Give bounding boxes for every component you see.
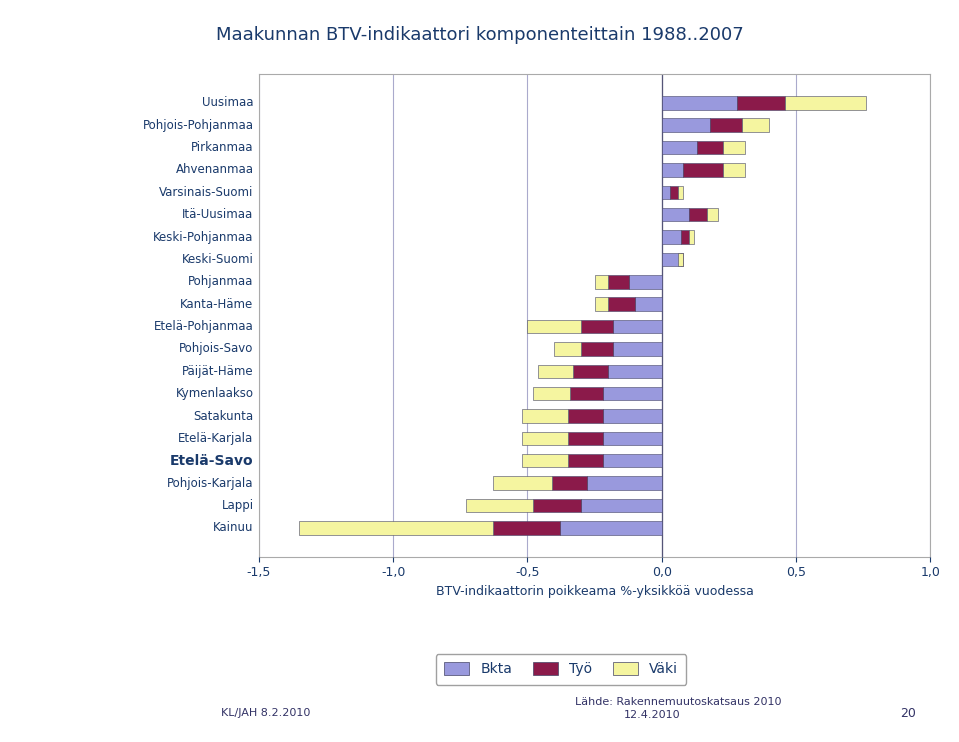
Bar (785, 96, 866, 110)
Text: Etelä-Savo: Etelä-Savo (170, 454, 253, 467)
Text: Pohjois-Karjala: Pohjois-Karjala (167, 476, 253, 490)
Bar (595, 275, 608, 289)
Bar (560, 521, 662, 534)
Bar (669, 186, 678, 199)
Bar (683, 163, 723, 177)
Bar (629, 275, 662, 289)
Text: Kymenlaakso: Kymenlaakso (175, 387, 253, 400)
Bar (662, 96, 737, 110)
Bar (608, 298, 635, 311)
Bar (635, 298, 662, 311)
Text: Etelä-Pohjanmaa: Etelä-Pohjanmaa (153, 320, 253, 333)
Bar (587, 476, 662, 490)
Text: 12.4.2010: 12.4.2010 (623, 710, 680, 720)
Text: Pirkanmaa: Pirkanmaa (191, 141, 253, 154)
Bar (568, 432, 602, 445)
Bar (608, 364, 662, 378)
Bar (678, 186, 683, 199)
Bar (602, 387, 662, 401)
Bar (737, 96, 785, 110)
Bar (551, 476, 587, 490)
Bar (681, 230, 689, 244)
Bar (573, 364, 608, 378)
Bar (581, 499, 662, 512)
Bar (696, 141, 723, 154)
Text: Maakunnan BTV-indikaattori komponenteittain 1988..2007: Maakunnan BTV-indikaattori komponenteitt… (216, 26, 743, 44)
Text: Lähde: Rakennemuutoskatsaus 2010: Lähde: Rakennemuutoskatsaus 2010 (575, 697, 782, 707)
Text: Pohjois-Pohjanmaa: Pohjois-Pohjanmaa (143, 119, 253, 131)
Bar (602, 454, 662, 467)
Bar (742, 119, 769, 132)
Bar (568, 410, 602, 423)
Bar (662, 230, 681, 244)
Bar (662, 253, 681, 266)
Bar (662, 141, 696, 154)
Bar (581, 320, 614, 333)
Text: Kainuu: Kainuu (213, 522, 253, 534)
Bar (533, 387, 571, 401)
Text: 20: 20 (900, 706, 916, 720)
Text: Itä-Uusimaa: Itä-Uusimaa (182, 209, 253, 221)
Text: KL/JAH 8.2.2010: KL/JAH 8.2.2010 (221, 708, 310, 718)
Text: Päijät-Häme: Päijät-Häme (182, 365, 253, 378)
Bar (554, 342, 581, 355)
Text: Ahvenanmaa: Ahvenanmaa (175, 163, 253, 177)
Bar (710, 119, 742, 132)
Bar (662, 163, 683, 177)
Bar (533, 499, 581, 512)
Bar (689, 208, 708, 221)
Bar (614, 342, 662, 355)
Bar (678, 253, 683, 266)
Bar (602, 410, 662, 423)
Bar (299, 521, 493, 534)
Bar (522, 454, 568, 467)
Text: Pohjois-Savo: Pohjois-Savo (179, 342, 253, 355)
Text: Pohjanmaa: Pohjanmaa (188, 275, 253, 289)
X-axis label: BTV-indikaattorin poikkeama %-yksikköä vuodessa: BTV-indikaattorin poikkeama %-yksikköä v… (435, 585, 754, 598)
Bar (595, 298, 608, 311)
Text: Satakunta: Satakunta (194, 410, 253, 422)
Bar (614, 320, 662, 333)
Bar (568, 454, 602, 467)
Text: Varsinais-Suomi: Varsinais-Suomi (159, 186, 253, 199)
Bar (662, 119, 710, 132)
Bar (681, 253, 683, 266)
Text: Keski-Pohjanmaa: Keski-Pohjanmaa (153, 231, 253, 243)
Bar (662, 186, 669, 199)
Bar (723, 141, 745, 154)
Bar (538, 364, 573, 378)
Text: Keski-Suomi: Keski-Suomi (181, 253, 253, 266)
Bar (581, 342, 614, 355)
Bar (662, 208, 689, 221)
Bar (522, 410, 568, 423)
Bar (466, 499, 533, 512)
Bar (602, 432, 662, 445)
Text: Kanta-Häme: Kanta-Häme (180, 298, 253, 311)
Text: Uusimaa: Uusimaa (202, 96, 253, 109)
Bar (493, 476, 551, 490)
Bar (708, 208, 718, 221)
Bar (689, 230, 694, 244)
Text: Etelä-Karjala: Etelä-Karjala (178, 432, 253, 445)
Bar (608, 275, 629, 289)
Legend: Bkta, Työ, Väki: Bkta, Työ, Väki (435, 654, 687, 685)
Bar (522, 432, 568, 445)
Bar (493, 521, 560, 534)
Bar (723, 163, 745, 177)
Bar (571, 387, 602, 401)
Bar (527, 320, 581, 333)
Text: Lappi: Lappi (222, 499, 253, 512)
